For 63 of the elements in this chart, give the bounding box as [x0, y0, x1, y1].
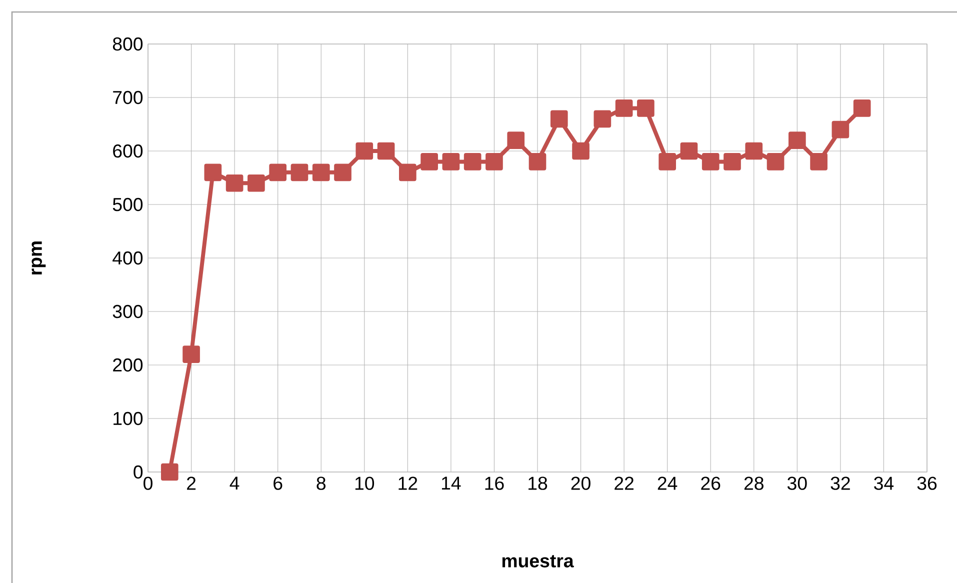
- x-tick-label: 22: [614, 476, 634, 490]
- point: [377, 142, 395, 160]
- point: [680, 142, 698, 160]
- y-tick-label: 800: [112, 37, 143, 51]
- point: [766, 153, 784, 170]
- point: [486, 153, 503, 170]
- point: [572, 142, 590, 160]
- point: [464, 153, 482, 170]
- y-tick-label: 300: [112, 304, 143, 318]
- point: [615, 100, 633, 117]
- point: [312, 164, 330, 182]
- point: [832, 120, 850, 138]
- point: [226, 174, 244, 192]
- point: [702, 153, 720, 170]
- y-tick-label: 100: [114, 412, 143, 426]
- point: [745, 142, 763, 160]
- x-tick-label: 26: [701, 476, 720, 490]
- point: [637, 100, 654, 117]
- point: [550, 110, 568, 128]
- point: [182, 346, 200, 363]
- point: [528, 153, 546, 170]
- x-tick-label: 34: [874, 476, 894, 490]
- point: [658, 153, 676, 170]
- point: [160, 463, 178, 481]
- point: [334, 164, 352, 182]
- point: [420, 153, 438, 170]
- x-tick-label: 8: [316, 476, 326, 490]
- x-tick-label: 16: [485, 476, 504, 490]
- x-axis-title: muestra: [502, 555, 574, 568]
- x-tick-label: 32: [830, 476, 850, 490]
- point: [399, 164, 416, 182]
- point: [788, 132, 806, 149]
- point: [269, 164, 286, 182]
- x-tick-label: 18: [528, 476, 548, 490]
- x-tick-label: 20: [571, 476, 590, 490]
- y-tick-label: 0: [134, 465, 143, 479]
- point: [853, 100, 871, 117]
- point: [204, 164, 222, 182]
- y-tick-label: 400: [112, 251, 143, 265]
- y-tick-label: 500: [112, 198, 143, 212]
- point: [507, 132, 525, 149]
- point: [442, 153, 460, 170]
- point: [290, 164, 308, 182]
- x-tick-label: 28: [744, 476, 764, 490]
- x-tick-label: 36: [917, 476, 937, 490]
- x-tick-label: 2: [187, 476, 196, 490]
- y-tick-label: 200: [113, 358, 143, 372]
- x-tick-label: 4: [230, 476, 240, 490]
- x-tick-label: 10: [355, 476, 374, 490]
- y-tick-label: 600: [113, 144, 143, 158]
- point: [248, 174, 265, 192]
- point: [724, 153, 741, 170]
- x-tick-label: 6: [274, 476, 282, 490]
- point: [594, 110, 612, 128]
- point: [356, 142, 374, 160]
- x-tick-label: 14: [442, 476, 461, 490]
- x-tick-label: 30: [788, 476, 807, 490]
- x-tick-label: 24: [658, 476, 678, 490]
- x-tick-label: 0: [144, 476, 152, 490]
- point: [810, 153, 828, 170]
- y-tick-label: 700: [113, 90, 143, 104]
- y-axis-title: rpm: [32, 242, 46, 274]
- x-tick-label: 12: [398, 476, 418, 490]
